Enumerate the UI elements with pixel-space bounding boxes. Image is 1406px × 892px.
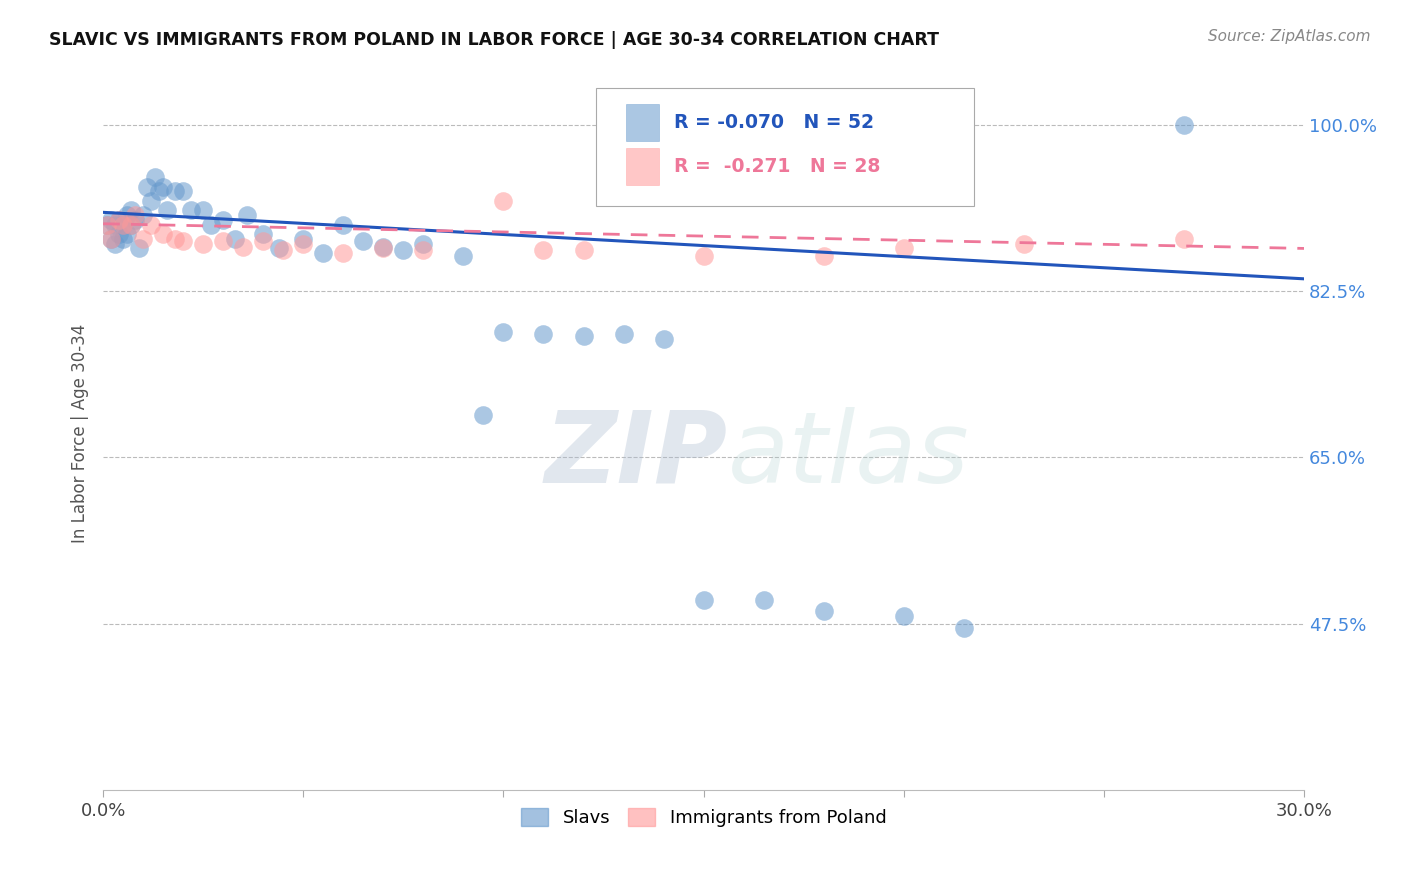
Point [692,593,714,607]
Point [165,185,187,199]
Point [1173,118,1195,132]
Text: Source: ZipAtlas.com: Source: ZipAtlas.com [1208,29,1371,44]
Point [128,242,150,256]
Point [120,218,142,232]
Point [292,232,315,246]
Point [172,185,194,199]
Point [193,203,215,218]
Point [136,179,159,194]
Point [813,604,835,618]
Point [104,236,127,251]
Point [193,236,215,251]
Y-axis label: In Labor Force | Age 30-34: In Labor Force | Age 30-34 [72,324,89,543]
Point [252,227,274,242]
Point [132,232,155,246]
Point [124,208,146,222]
Point [893,242,915,256]
Point [492,325,515,339]
Point [132,208,155,222]
Text: SLAVIC VS IMMIGRANTS FROM POLAND IN LABOR FORCE | AGE 30-34 CORRELATION CHART: SLAVIC VS IMMIGRANTS FROM POLAND IN LABO… [49,31,939,49]
Point [141,218,163,232]
Point [236,208,259,222]
Point [141,194,163,208]
Text: R =  -0.271   N = 28: R = -0.271 N = 28 [673,157,880,176]
Point [332,218,354,232]
Point [108,213,131,227]
FancyBboxPatch shape [596,88,974,206]
Point [813,249,835,263]
Point [108,227,131,242]
Point [533,326,555,341]
Point [692,249,714,263]
Point [108,213,131,227]
Point [952,622,974,636]
Point [152,179,174,194]
Point [752,593,775,607]
Point [156,203,179,218]
Point [96,218,118,232]
Point [412,236,434,251]
Point [112,232,135,246]
Point [652,332,675,346]
Text: atlas: atlas [728,407,969,504]
Point [352,234,374,248]
Point [572,244,595,258]
Point [533,244,555,258]
Point [100,232,122,246]
Point [252,234,274,248]
Point [232,239,254,253]
Point [100,213,122,227]
Point [200,218,222,232]
Point [212,234,235,248]
Point [120,203,142,218]
Point [100,232,122,246]
Point [120,218,142,232]
Point [152,227,174,242]
Point [112,218,135,232]
Text: ZIP: ZIP [544,407,728,504]
Point [492,194,515,208]
Point [180,203,202,218]
Point [1173,232,1195,246]
Point [115,227,138,242]
Legend: Slavs, Immigrants from Poland: Slavs, Immigrants from Poland [513,800,894,834]
Point [292,236,315,251]
Point [112,218,135,232]
Point [143,170,166,185]
Point [373,242,395,256]
Point [115,208,138,222]
Point [96,218,118,232]
Point [392,244,415,258]
Point [893,609,915,624]
Point [269,242,291,256]
Point [373,239,395,253]
Point [612,326,634,341]
Bar [626,148,659,185]
Point [472,408,495,422]
Point [572,328,595,343]
Point [412,244,434,258]
Point [453,249,475,263]
Point [124,213,146,227]
Text: R = -0.070   N = 52: R = -0.070 N = 52 [673,112,873,132]
Point [1012,236,1035,251]
Point [148,185,170,199]
Point [312,246,335,260]
Point [271,244,294,258]
Point [212,213,235,227]
Point [165,232,187,246]
Bar [626,103,659,141]
Point [224,232,246,246]
Point [172,234,194,248]
Point [104,218,127,232]
Point [332,246,354,260]
